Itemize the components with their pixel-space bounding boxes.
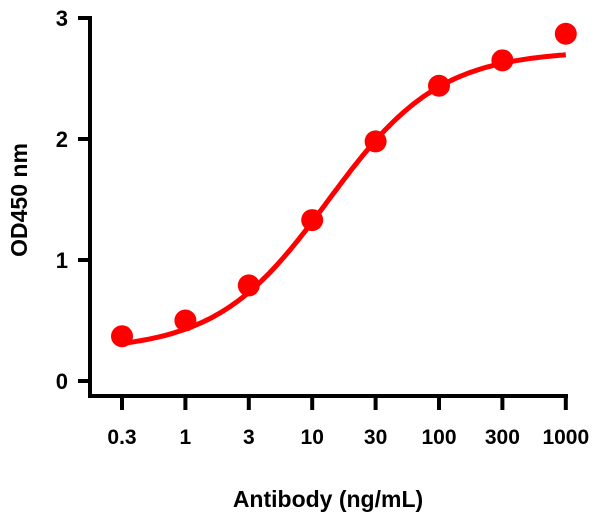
- data-point: [364, 130, 387, 153]
- data-point: [301, 209, 324, 232]
- x-tick-label: 1: [180, 426, 192, 449]
- x-tick-label: 1000: [542, 426, 589, 449]
- y-tick-label: 1: [56, 248, 68, 273]
- data-point: [491, 49, 514, 72]
- data-point: [237, 274, 260, 297]
- x-tick-label: 100: [421, 426, 456, 449]
- y-tick-label: 2: [56, 127, 68, 152]
- x-tick-label: 30: [364, 426, 387, 449]
- x-tick-label: 300: [485, 426, 520, 449]
- x-tick-label: 10: [301, 426, 324, 449]
- x-tick-label: 3: [243, 426, 255, 449]
- y-axis-label: OD450 nm: [6, 143, 32, 257]
- y-tick-label: 0: [56, 369, 68, 394]
- data-point: [428, 74, 450, 97]
- y-tick-label: 3: [56, 6, 68, 31]
- data-point: [174, 309, 197, 332]
- x-axis-label: Antibody (ng/mL): [233, 486, 423, 512]
- data-point: [111, 325, 133, 348]
- x-tick-label: 0.3: [107, 426, 136, 449]
- fit-curve: [121, 52, 567, 346]
- data-point: [554, 22, 577, 45]
